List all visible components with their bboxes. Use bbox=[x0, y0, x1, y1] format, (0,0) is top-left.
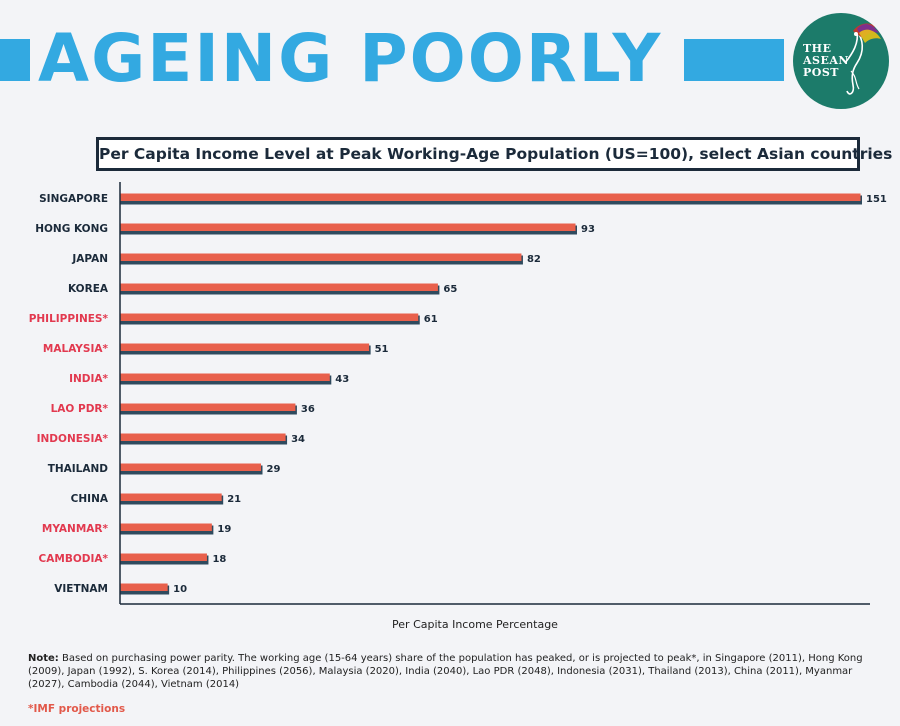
header: AGEING POORLY THE ASEAN POST bbox=[0, 0, 900, 120]
category-label: KOREA bbox=[68, 283, 109, 295]
data-label: 21 bbox=[227, 494, 241, 505]
bar bbox=[120, 553, 207, 561]
category-label: JAPAN bbox=[71, 253, 108, 265]
data-label: 61 bbox=[424, 314, 438, 325]
category-label: SINGAPORE bbox=[39, 193, 108, 205]
category-label: PHILIPPINES* bbox=[29, 313, 109, 325]
bar bbox=[120, 253, 522, 261]
category-label: MALAYSIA* bbox=[43, 343, 109, 355]
category-label: LAO PDR* bbox=[51, 403, 109, 415]
bar bbox=[120, 463, 262, 471]
bar bbox=[120, 343, 370, 351]
category-label: THAILAND bbox=[48, 463, 109, 475]
logo-line: POST bbox=[803, 66, 839, 79]
title-bar-right bbox=[684, 39, 784, 81]
data-label: 36 bbox=[301, 404, 315, 415]
data-label: 18 bbox=[212, 554, 226, 565]
bar bbox=[120, 283, 438, 291]
the-asean-post-logo: THE ASEAN POST bbox=[793, 13, 889, 109]
category-label: HONG KONG bbox=[35, 223, 108, 235]
footnote: *IMF projections bbox=[28, 703, 126, 715]
category-label: VIETNAM bbox=[54, 583, 108, 595]
data-label: 10 bbox=[173, 584, 187, 595]
chart-title-box: Per Capita Income Level at Peak Working-… bbox=[96, 137, 893, 171]
chart-title: Per Capita Income Level at Peak Working-… bbox=[99, 145, 893, 163]
bar bbox=[120, 373, 330, 381]
data-label: 19 bbox=[217, 524, 231, 535]
data-label: 93 bbox=[581, 224, 595, 235]
data-label: 65 bbox=[443, 284, 457, 295]
data-label: 82 bbox=[527, 254, 541, 265]
category-label: INDIA* bbox=[69, 373, 108, 385]
data-label: 43 bbox=[335, 374, 349, 385]
bar bbox=[120, 583, 168, 591]
logo-line: ASEAN bbox=[803, 54, 849, 67]
note-label: Note: bbox=[28, 653, 59, 664]
bar bbox=[120, 493, 222, 501]
x-axis-label: Per Capita Income Percentage bbox=[392, 618, 558, 631]
category-label: INDONESIA* bbox=[37, 433, 109, 445]
page-title: AGEING POORLY bbox=[38, 20, 663, 97]
chart-note: Note: Based on purchasing power parity. … bbox=[28, 652, 884, 691]
logo-text: THE ASEAN POST bbox=[803, 43, 859, 79]
bird-logo-icon bbox=[844, 23, 881, 95]
data-label: 29 bbox=[267, 464, 281, 475]
bar bbox=[120, 223, 576, 231]
logo-line: THE bbox=[803, 42, 832, 55]
bar bbox=[120, 433, 286, 441]
category-label: CHINA bbox=[71, 493, 109, 505]
title-bar-left bbox=[0, 39, 30, 81]
category-label: MYANMAR* bbox=[42, 523, 109, 535]
bar bbox=[120, 403, 296, 411]
data-label: 34 bbox=[291, 434, 305, 445]
data-label: 151 bbox=[866, 194, 887, 205]
note-text: Based on purchasing power parity. The wo… bbox=[28, 653, 863, 690]
data-label: 51 bbox=[375, 344, 389, 355]
bar bbox=[120, 313, 419, 321]
bar bbox=[120, 523, 212, 531]
bar-chart: SINGAPORE 151 HONG KONG 93 JAPAN 82 KOREA 65 PHI… bbox=[29, 182, 887, 605]
category-label: CAMBODIA* bbox=[39, 553, 109, 565]
bar bbox=[120, 193, 861, 201]
